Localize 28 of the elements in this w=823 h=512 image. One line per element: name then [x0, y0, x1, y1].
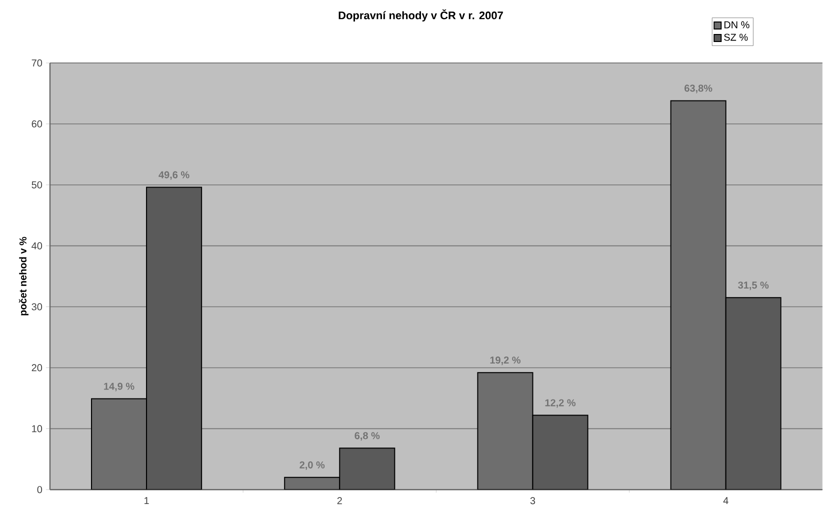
- bar: [146, 186, 202, 490]
- chart-title: Dopravní nehody v ČR v r. 2007: [338, 10, 503, 22]
- legend-label: DN %: [724, 21, 750, 28]
- bar: [339, 448, 396, 490]
- data-label: 19,2 %: [490, 356, 520, 366]
- legend-label: SZ %: [724, 34, 748, 41]
- y-tick-label: 40: [32, 242, 42, 250]
- y-axis-title: počet nehod v %: [18, 237, 28, 316]
- x-tick-label: 2: [337, 497, 342, 504]
- data-label: 63,8%: [684, 84, 712, 94]
- x-tick-label: 3: [530, 497, 536, 504]
- y-tick-label: 70: [32, 60, 42, 67]
- y-tick-label: 50: [32, 182, 42, 189]
- data-label: 12,2 %: [545, 399, 576, 408]
- data-label: 14,9 %: [104, 382, 134, 392]
- bar: [725, 297, 782, 490]
- x-tick-label: 4: [723, 497, 728, 504]
- data-label: 31,5 %: [738, 282, 769, 290]
- data-label: 49,6 %: [158, 171, 190, 180]
- y-tick-label: 0: [37, 486, 42, 494]
- bar: [532, 414, 588, 490]
- y-tick-label: 20: [32, 364, 42, 372]
- y-tick-label: 10: [32, 425, 42, 432]
- x-tick-label: 1: [144, 497, 149, 504]
- data-label: 2,0 %: [300, 462, 325, 470]
- y-tick-label: 60: [32, 120, 42, 128]
- y-tick-label: 30: [32, 303, 42, 310]
- data-label: 6,8 %: [354, 432, 380, 441]
